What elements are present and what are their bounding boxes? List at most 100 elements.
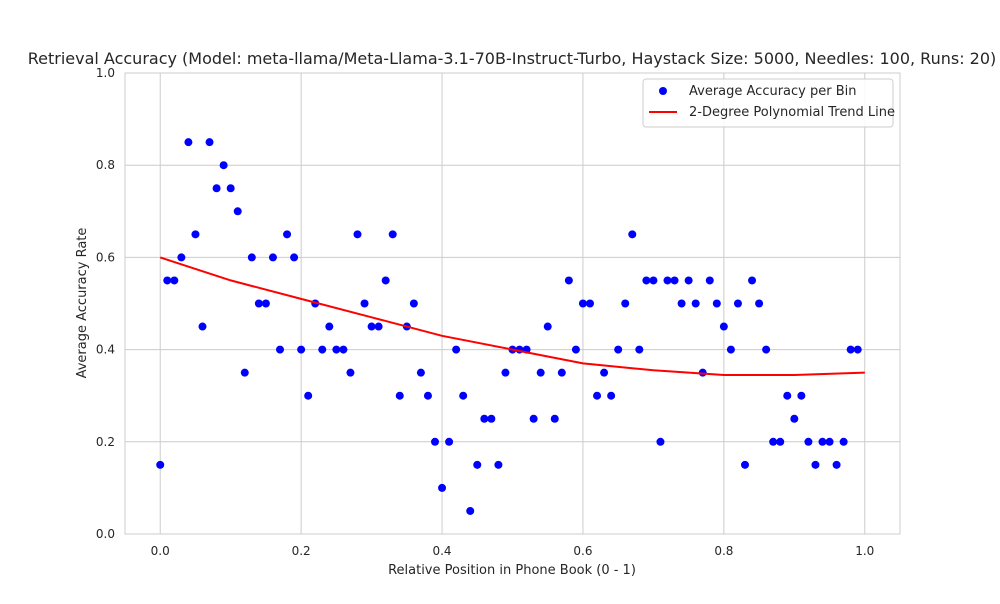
data-point xyxy=(240,368,249,377)
data-point xyxy=(769,437,778,446)
data-point xyxy=(628,230,637,239)
data-point xyxy=(790,414,799,423)
data-point xyxy=(670,276,679,285)
data-point xyxy=(607,391,616,400)
data-point xyxy=(564,276,573,285)
data-point xyxy=(290,253,299,262)
data-point xyxy=(466,506,475,515)
data-point xyxy=(191,230,200,239)
data-point xyxy=(550,414,559,423)
data-point xyxy=(656,437,665,446)
data-point xyxy=(691,299,700,308)
data-point xyxy=(170,276,179,285)
data-point xyxy=(438,483,447,492)
data-point xyxy=(557,368,566,377)
data-point xyxy=(339,345,348,354)
data-point xyxy=(416,368,425,377)
data-point xyxy=(487,414,496,423)
data-point xyxy=(663,276,672,285)
data-point xyxy=(712,299,721,308)
x-tick-label: 0.8 xyxy=(714,544,733,558)
data-point xyxy=(839,437,848,446)
data-point xyxy=(226,184,235,193)
data-point xyxy=(783,391,792,400)
data-point xyxy=(501,368,510,377)
data-point xyxy=(156,460,165,469)
y-tick-label: 1.0 xyxy=(96,66,115,80)
data-point xyxy=(642,276,651,285)
data-point xyxy=(318,345,327,354)
data-point xyxy=(388,230,397,239)
data-point xyxy=(198,322,207,331)
data-point xyxy=(600,368,609,377)
data-point xyxy=(804,437,813,446)
data-point xyxy=(304,391,313,400)
chart-title: Retrieval Accuracy (Model: meta-llama/Me… xyxy=(28,49,997,68)
data-point xyxy=(374,322,383,331)
x-tick-label: 0.6 xyxy=(573,544,592,558)
data-point xyxy=(677,299,686,308)
y-tick-label: 0.0 xyxy=(96,527,115,541)
data-point xyxy=(445,437,454,446)
legend: Average Accuracy per Bin 2-Degree Polyno… xyxy=(642,78,895,128)
data-point xyxy=(409,299,418,308)
data-point xyxy=(832,460,841,469)
data-point xyxy=(480,414,489,423)
data-point xyxy=(423,391,432,400)
data-point xyxy=(360,299,369,308)
data-point xyxy=(325,322,334,331)
data-point xyxy=(811,460,820,469)
data-point xyxy=(571,345,580,354)
data-point xyxy=(733,299,742,308)
data-point xyxy=(825,437,834,446)
legend-label-scatter: Average Accuracy per Bin xyxy=(689,84,857,99)
data-point xyxy=(776,437,785,446)
data-point xyxy=(635,345,644,354)
y-tick-label: 0.4 xyxy=(96,343,115,357)
data-point xyxy=(163,276,172,285)
data-point xyxy=(219,161,228,170)
x-tick-label: 0.4 xyxy=(432,544,451,558)
data-point xyxy=(578,299,587,308)
x-tick-label: 0.0 xyxy=(151,544,170,558)
data-point xyxy=(431,437,439,446)
data-point xyxy=(853,345,862,354)
data-point xyxy=(649,276,658,285)
trend-line xyxy=(159,256,865,376)
data-point xyxy=(332,345,341,354)
data-point xyxy=(529,414,538,423)
data-point xyxy=(797,391,806,400)
x-tick-label: 1.0 xyxy=(855,544,874,558)
data-point xyxy=(846,345,855,354)
data-point xyxy=(494,460,503,469)
data-point xyxy=(261,299,270,308)
data-point xyxy=(748,276,757,285)
legend-box xyxy=(642,78,894,128)
data-point xyxy=(177,253,186,262)
data-point xyxy=(593,391,602,400)
data-point xyxy=(283,230,292,239)
data-point xyxy=(381,276,390,285)
data-point xyxy=(684,276,693,285)
y-tick-label: 0.2 xyxy=(96,435,115,449)
data-point xyxy=(459,391,468,400)
data-point xyxy=(205,138,214,147)
data-point xyxy=(614,345,623,354)
data-point xyxy=(762,345,771,354)
tick-labels: 0.0 0.2 0.4 0.6 0.8 1.0 0.0 0.2 0.4 0.6 0.8 1.0 xyxy=(96,66,874,558)
data-point xyxy=(473,460,482,469)
legend-marker-scatter xyxy=(659,87,667,95)
data-point xyxy=(395,391,404,400)
data-point xyxy=(184,138,193,147)
data-point xyxy=(297,345,306,354)
data-point xyxy=(818,437,827,446)
data-point xyxy=(621,299,630,308)
data-point xyxy=(536,368,545,377)
legend-label-line: 2-Degree Polynomial Trend Line xyxy=(689,105,895,120)
data-point xyxy=(254,299,263,308)
data-point xyxy=(726,345,735,354)
x-tick-label: 0.2 xyxy=(292,544,311,558)
plot-frame xyxy=(124,72,901,535)
data-point xyxy=(741,460,749,469)
data-point xyxy=(353,230,362,239)
